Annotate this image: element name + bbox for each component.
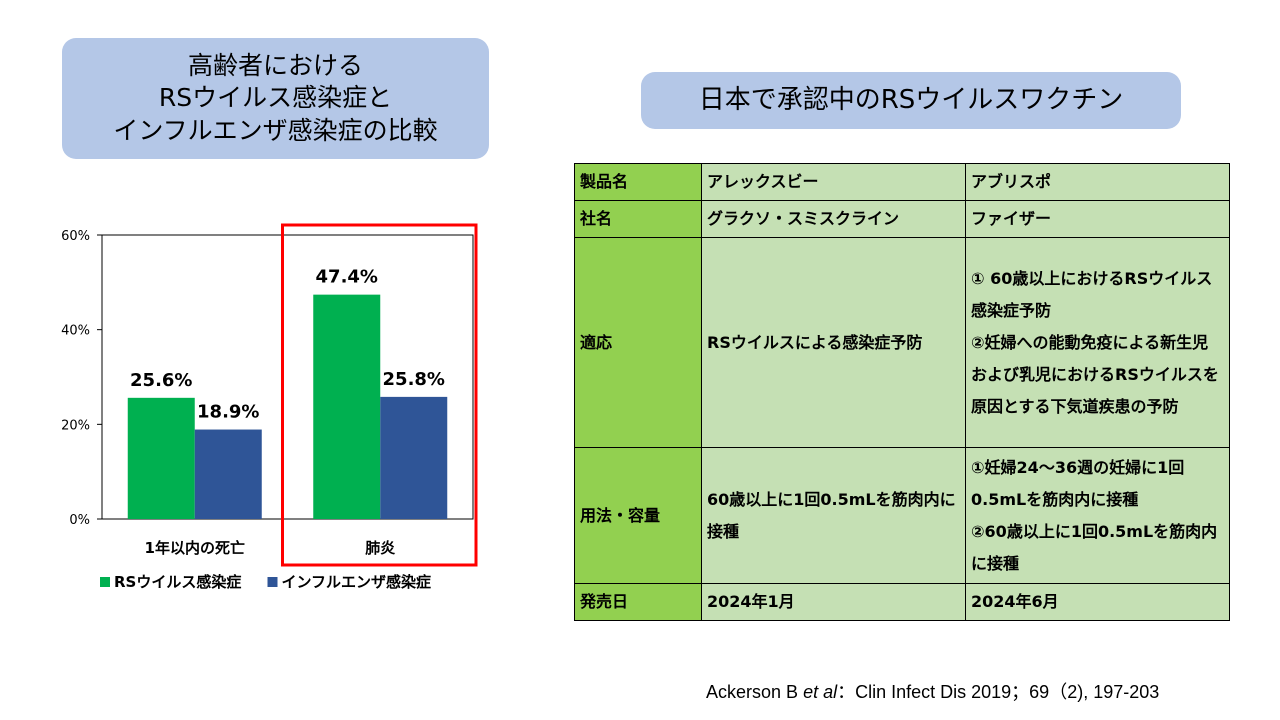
table-cell: 60歳以上に1回0.5mLを筋肉内に接種 xyxy=(701,447,966,584)
row-header: 発売日 xyxy=(574,583,702,621)
data-label: 18.9% xyxy=(197,402,259,423)
data-label: 47.4% xyxy=(316,267,378,288)
row-header: 社名 xyxy=(574,200,702,238)
y-tick-label: 0% xyxy=(69,513,90,528)
bar xyxy=(127,397,195,519)
citation-rest: ：Clin Infect Dis 2019；69（2), 197-203 xyxy=(837,682,1160,702)
table-cell: 2024年6月 xyxy=(965,583,1230,621)
table-row: 発売日 2024年1月 2024年6月 xyxy=(574,583,1230,621)
table-row: 社名 グラクソ・スミスクライン ファイザー xyxy=(574,200,1230,238)
table-cell: ファイザー xyxy=(965,200,1230,238)
data-label: 25.6% xyxy=(130,370,192,391)
chart-title-box: 高齢者における RSウイルス感染症と インフルエンザ感染症の比較 xyxy=(62,38,489,159)
data-label: 25.8% xyxy=(383,369,445,390)
table-row: 用法・容量 60歳以上に1回0.5mLを筋肉内に接種 ①妊婦24～36週の妊婦に… xyxy=(574,447,1230,584)
citation-etal: et al xyxy=(803,682,838,702)
chart-title-line-3: インフルエンザ感染症の比較 xyxy=(113,115,438,145)
plot-area xyxy=(101,234,474,520)
row-header: 製品名 xyxy=(574,163,702,201)
citation: Ackerson B et al：Clin Infect Dis 2019；69… xyxy=(706,678,1159,704)
x-category-label: 肺炎 xyxy=(365,539,395,557)
citation-author: Ackerson B xyxy=(706,682,799,702)
table-cell: ①妊婦24～36週の妊婦に1回0.5mLを筋肉内に接種 ②60歳以上に1回0.5… xyxy=(965,447,1230,584)
table-cell: アブリスポ xyxy=(965,163,1230,201)
table-row: 適応 RSウイルスによる感染症予防 ① 60歳以上におけるRSウイルス感染症予防… xyxy=(574,237,1230,448)
x-category-label: 1年以内の死亡 xyxy=(145,539,245,557)
legend-label: インフルエンザ感染症 xyxy=(282,573,432,591)
legend-swatch xyxy=(100,577,110,587)
row-header: 適応 xyxy=(574,237,702,448)
row-header: 用法・容量 xyxy=(574,447,702,584)
y-tick-label: 40% xyxy=(61,324,90,339)
table-title-box: 日本で承認中のRSウイルスワクチン xyxy=(641,72,1181,129)
bar xyxy=(194,429,262,519)
table-cell: グラクソ・スミスクライン xyxy=(701,200,966,238)
chart-title-line-1: 高齢者における xyxy=(187,50,363,80)
table-cell: アレックスビー xyxy=(701,163,966,201)
table-row: 製品名 アレックスビー アブリスポ xyxy=(574,163,1230,201)
table-cell: RSウイルスによる感染症予防 xyxy=(701,237,966,448)
highlight-box xyxy=(281,223,478,567)
bar xyxy=(380,396,448,519)
bar xyxy=(313,294,381,519)
legend-label: RSウイルス感染症 xyxy=(114,573,241,591)
table-cell: ① 60歳以上におけるRSウイルス感染症予防 ②妊婦への能動免疫による新生児およ… xyxy=(965,237,1230,448)
y-tick-label: 20% xyxy=(61,418,90,433)
chart-title-line-2: RSウイルス感染症と xyxy=(158,83,393,113)
table-cell: 2024年1月 xyxy=(701,583,966,621)
y-tick-label: 60% xyxy=(61,229,90,244)
vaccine-table: 製品名 アレックスビー アブリスポ 社名 グラクソ・スミスクライン ファイザー … xyxy=(574,163,1230,621)
legend-swatch xyxy=(267,577,278,587)
table-title: 日本で承認中のRSウイルスワクチン xyxy=(698,84,1124,115)
